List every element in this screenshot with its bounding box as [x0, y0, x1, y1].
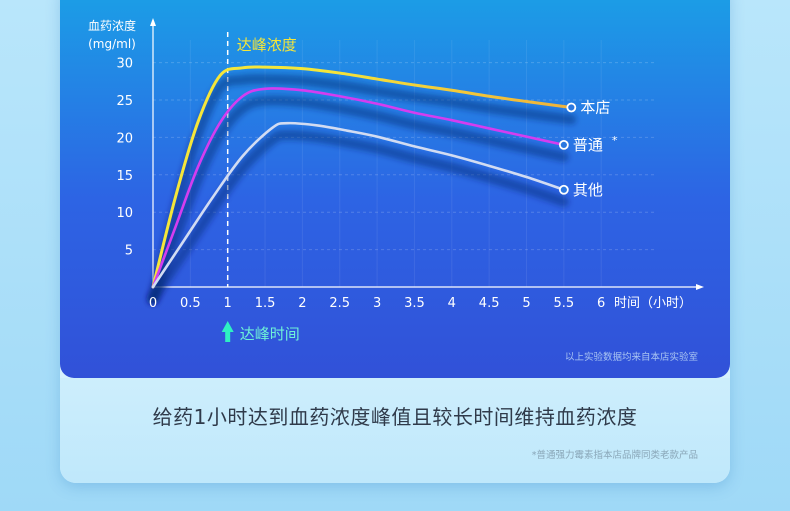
x-tick-label: 3.5: [404, 296, 425, 311]
x-tick-label: 0: [149, 296, 157, 311]
series-shadow: [148, 73, 577, 304]
chart-labels: 5 10 15 20 25 30 0 0.5 1 1.5 2 2.5 3 3.5 4 4.5 5 5.5 6 血药浓度…: [88, 18, 692, 343]
series-footnote-mark: *: [612, 134, 618, 147]
chart-series: [148, 65, 577, 304]
x-tick-label: 4: [448, 296, 456, 311]
series-end-marker: [558, 139, 569, 150]
y-tick-label: 20: [116, 131, 133, 146]
x-tick-label: 3: [373, 296, 381, 311]
x-tick-label: 0.5: [180, 296, 201, 311]
series-label: 普通: [573, 136, 603, 154]
chart-axes: [150, 18, 704, 290]
caption: 给药1小时达到血药浓度峰值且较长时间维持血药浓度: [152, 405, 638, 429]
y-tick-label: 10: [116, 206, 133, 221]
x-tick-label: 5.5: [554, 296, 575, 311]
x-tick-label: 6: [597, 296, 605, 311]
peak-time-label: 达峰时间: [240, 325, 300, 343]
series-end-marker: [566, 102, 577, 113]
y-tick-label: 25: [116, 94, 133, 109]
x-tick-label: 1: [224, 296, 232, 311]
series-line-其他: [151, 121, 566, 289]
caption-panel: [60, 378, 730, 483]
y-axis-title: 血药浓度: [88, 18, 136, 33]
y-axis-arrow: [150, 18, 156, 26]
series-label: 其他: [573, 181, 603, 199]
y-tick-label: 15: [116, 169, 133, 184]
x-tick-label: 4.5: [479, 296, 500, 311]
series-end-marker: [558, 184, 569, 195]
y-axis-unit: (mg/ml): [88, 37, 136, 51]
series-line-本店: [151, 65, 573, 289]
series-shadow: [148, 130, 569, 304]
x-tick-label: 2: [298, 296, 306, 311]
x-axis-title: 时间（小时）: [614, 296, 692, 311]
y-tick-label: 5: [125, 244, 133, 259]
x-tick-label: 2.5: [329, 296, 350, 311]
series-line-普通: [151, 87, 566, 289]
x-axis-arrow: [696, 284, 704, 290]
source-note: 以上实验数据均来自本店实验室: [564, 352, 698, 363]
footnote: *普通强力霉素指本店品牌同类老款产品: [531, 450, 698, 461]
peak-time-arrow-icon: [221, 321, 234, 342]
y-tick-label: 30: [116, 57, 133, 72]
series-shadow: [148, 95, 569, 304]
x-tick-label: 5: [522, 296, 530, 311]
series-label: 本店: [580, 98, 610, 116]
chart-panel: [60, 0, 730, 378]
x-tick-label: 1.5: [255, 296, 276, 311]
peak-concentration-label: 达峰浓度: [237, 36, 297, 54]
